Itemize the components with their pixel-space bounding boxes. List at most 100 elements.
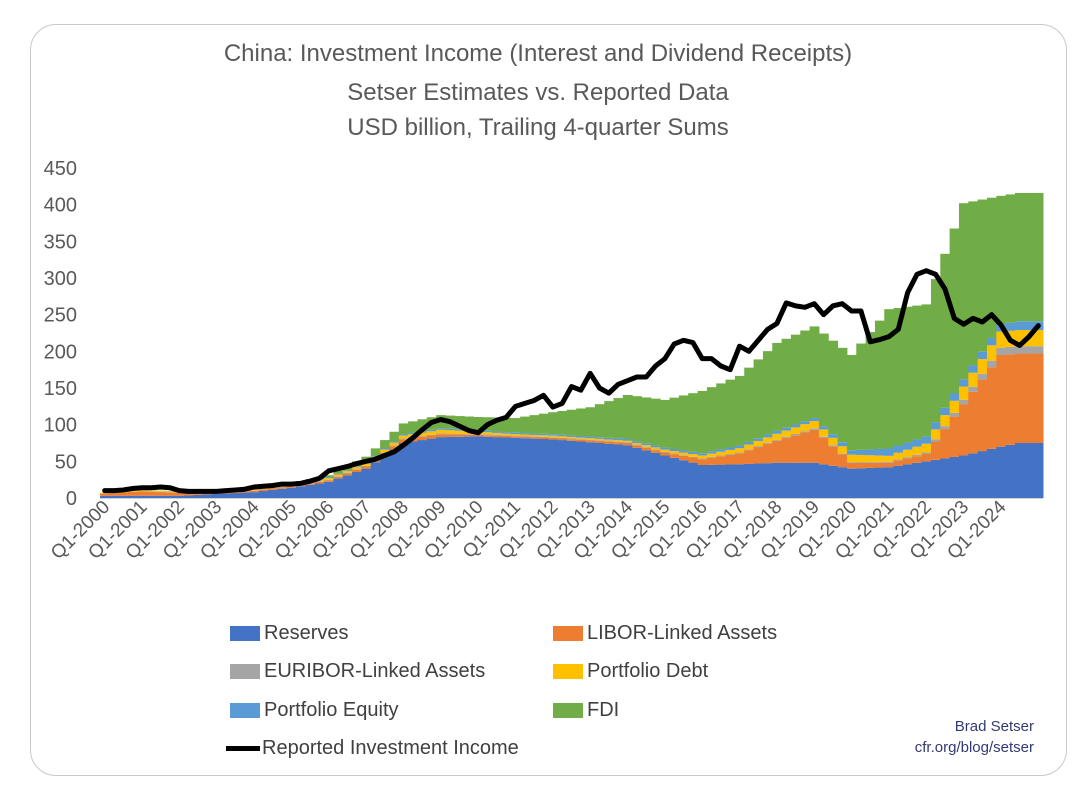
bar-euribor-linked-assets-58 xyxy=(641,447,652,448)
bar-euribor-linked-assets-61 xyxy=(669,453,680,455)
bar-portfolio-equity-82 xyxy=(865,449,876,456)
bar-portfolio-debt-46 xyxy=(529,434,540,437)
bar-portfolio-debt-89 xyxy=(930,429,941,440)
bar-euribor-linked-assets-97 xyxy=(1005,346,1016,355)
bar-portfolio-equity-29 xyxy=(370,455,381,457)
bar-euribor-linked-assets-99 xyxy=(1024,346,1035,354)
legend-swatch-reported xyxy=(226,746,260,751)
legend-item-portfolio-debt: Portfolio Debt xyxy=(553,660,708,683)
legend-label-reported: Reported Investment Income xyxy=(262,737,519,759)
bar-portfolio-equity-63 xyxy=(688,451,699,454)
bar-portfolio-equity-92 xyxy=(958,379,969,387)
bar-reserves-59 xyxy=(650,452,661,498)
bar-libor-linked-assets-64 xyxy=(697,459,708,465)
bar-libor-linked-assets-44 xyxy=(510,436,521,438)
bar-portfolio-debt-90 xyxy=(940,415,951,427)
bar-euribor-linked-assets-19 xyxy=(277,486,288,488)
bar-fdi-58 xyxy=(641,397,652,444)
bar-reserves-35 xyxy=(426,438,437,498)
bar-fdi-59 xyxy=(650,398,661,446)
bar-fdi-66 xyxy=(716,383,727,450)
bar-fdi-73 xyxy=(781,338,792,428)
bar-libor-linked-assets-19 xyxy=(277,487,288,489)
bar-portfolio-debt-27 xyxy=(352,467,362,470)
bar-libor-linked-assets-86 xyxy=(902,458,913,465)
bar-reserves-17 xyxy=(258,491,269,498)
bar-libor-linked-assets-66 xyxy=(716,456,727,465)
bar-portfolio-equity-80 xyxy=(846,450,857,455)
bar-libor-linked-assets-36 xyxy=(436,434,446,438)
bar-fdi-51 xyxy=(576,408,587,436)
bar-reserves-75 xyxy=(800,462,811,498)
bar-libor-linked-assets-18 xyxy=(268,488,278,490)
bar-portfolio-equity-66 xyxy=(716,449,727,452)
bar-fdi-61 xyxy=(669,397,680,449)
bar-libor-linked-assets-89 xyxy=(930,441,941,460)
y-tick-label: 50 xyxy=(55,451,77,473)
bar-reserves-10 xyxy=(193,494,204,498)
bar-portfolio-equity-30 xyxy=(380,448,390,450)
bar-libor-linked-assets-56 xyxy=(622,443,633,446)
bar-fdi-33 xyxy=(408,421,418,433)
bar-portfolio-debt-47 xyxy=(538,435,549,437)
bar-portfolio-debt-48 xyxy=(548,435,558,438)
bar-libor-linked-assets-80 xyxy=(846,462,857,469)
bar-fdi-70 xyxy=(753,359,764,439)
bar-reserves-23 xyxy=(314,483,325,498)
bar-euribor-linked-assets-68 xyxy=(734,452,745,454)
bar-portfolio-equity-62 xyxy=(678,450,689,453)
bar-fdi-63 xyxy=(688,393,699,452)
bar-reserves-2 xyxy=(118,495,129,498)
bar-libor-linked-assets-17 xyxy=(258,489,269,492)
credit-url: cfr.org/blog/setser xyxy=(914,739,1034,756)
bar-libor-linked-assets-32 xyxy=(398,439,409,443)
bar-reserves-58 xyxy=(641,450,652,498)
bar-reserves-72 xyxy=(772,462,783,498)
bar-portfolio-equity-77 xyxy=(818,426,829,430)
bar-portfolio-debt-70 xyxy=(753,440,764,447)
bar-portfolio-equity-38 xyxy=(454,429,465,431)
bar-euribor-linked-assets-18 xyxy=(268,487,278,489)
bar-reserves-86 xyxy=(902,464,913,498)
bar-portfolio-debt-43 xyxy=(501,433,512,436)
bar-euribor-linked-assets-63 xyxy=(688,456,699,458)
bar-reserves-61 xyxy=(669,457,680,498)
bar-libor-linked-assets-39 xyxy=(464,434,474,437)
bar-fdi-71 xyxy=(762,351,773,435)
bar-reserves-53 xyxy=(594,443,605,498)
bar-portfolio-equity-65 xyxy=(706,451,717,454)
bar-fdi-74 xyxy=(790,334,801,425)
bar-portfolio-debt-58 xyxy=(641,445,652,448)
bar-reserves-45 xyxy=(520,438,530,498)
bar-portfolio-equity-88 xyxy=(921,436,932,444)
bar-portfolio-equity-41 xyxy=(482,430,493,433)
bar-fdi-99 xyxy=(1024,192,1035,322)
bar-portfolio-debt-34 xyxy=(417,432,428,437)
bar-libor-linked-assets-100 xyxy=(1033,353,1044,443)
bar-fdi-100 xyxy=(1033,192,1044,322)
bar-reserves-74 xyxy=(790,462,801,498)
bar-euribor-linked-assets-96 xyxy=(996,347,1007,355)
bar-fdi-78 xyxy=(828,340,839,435)
bar-euribor-linked-assets-25 xyxy=(333,476,344,477)
bar-reserves-93 xyxy=(968,453,979,498)
bar-reserves-27 xyxy=(352,471,362,498)
bar-euribor-linked-assets-72 xyxy=(772,439,783,441)
bar-portfolio-debt-85 xyxy=(893,452,904,460)
legend-item-reported: Reported Investment Income xyxy=(226,737,519,760)
bar-euribor-linked-assets-59 xyxy=(650,449,661,451)
bar-libor-linked-assets-3 xyxy=(128,491,138,496)
bar-euribor-linked-assets-62 xyxy=(678,455,689,456)
bar-portfolio-equity-36 xyxy=(436,428,446,430)
bar-reserves-92 xyxy=(958,455,969,498)
y-tick-label: 150 xyxy=(44,378,77,400)
bar-euribor-linked-assets-54 xyxy=(604,440,615,442)
bar-reserves-52 xyxy=(585,442,596,498)
bar-libor-linked-assets-94 xyxy=(977,379,988,452)
bar-reserves-67 xyxy=(725,464,736,498)
bar-fdi-57 xyxy=(632,396,643,442)
legend-item-reserves: Reserves xyxy=(230,622,348,645)
bar-euribor-linked-assets-87 xyxy=(912,454,923,457)
bar-portfolio-debt-88 xyxy=(921,443,932,453)
bar-fdi-30 xyxy=(380,440,390,449)
